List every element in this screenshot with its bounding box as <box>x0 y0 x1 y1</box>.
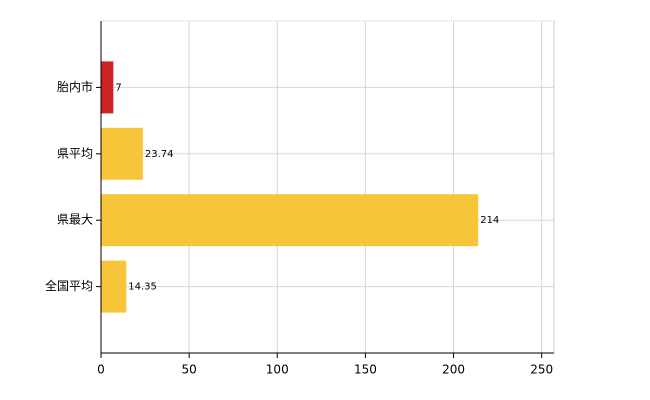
x-tick-label: 150 <box>354 363 377 377</box>
bar <box>101 127 143 180</box>
x-tick-label: 200 <box>442 363 465 377</box>
value-label: 14.35 <box>128 282 157 293</box>
y-tick-label: 胎内市 <box>57 79 93 94</box>
x-tick-label: 50 <box>181 363 196 377</box>
x-tick-label: 250 <box>530 363 553 377</box>
bar <box>101 61 114 114</box>
x-tick-label: 100 <box>266 363 289 377</box>
x-tick-label: 0 <box>97 363 105 377</box>
y-tick-label: 県平均 <box>57 146 93 160</box>
bar <box>101 260 127 313</box>
value-label: 23.74 <box>145 149 174 160</box>
value-label: 214 <box>480 215 499 226</box>
value-label: 7 <box>115 82 121 93</box>
y-tick-label: 県最大 <box>57 213 93 227</box>
y-tick-label: 全国平均 <box>45 278 93 293</box>
bar <box>101 194 479 247</box>
